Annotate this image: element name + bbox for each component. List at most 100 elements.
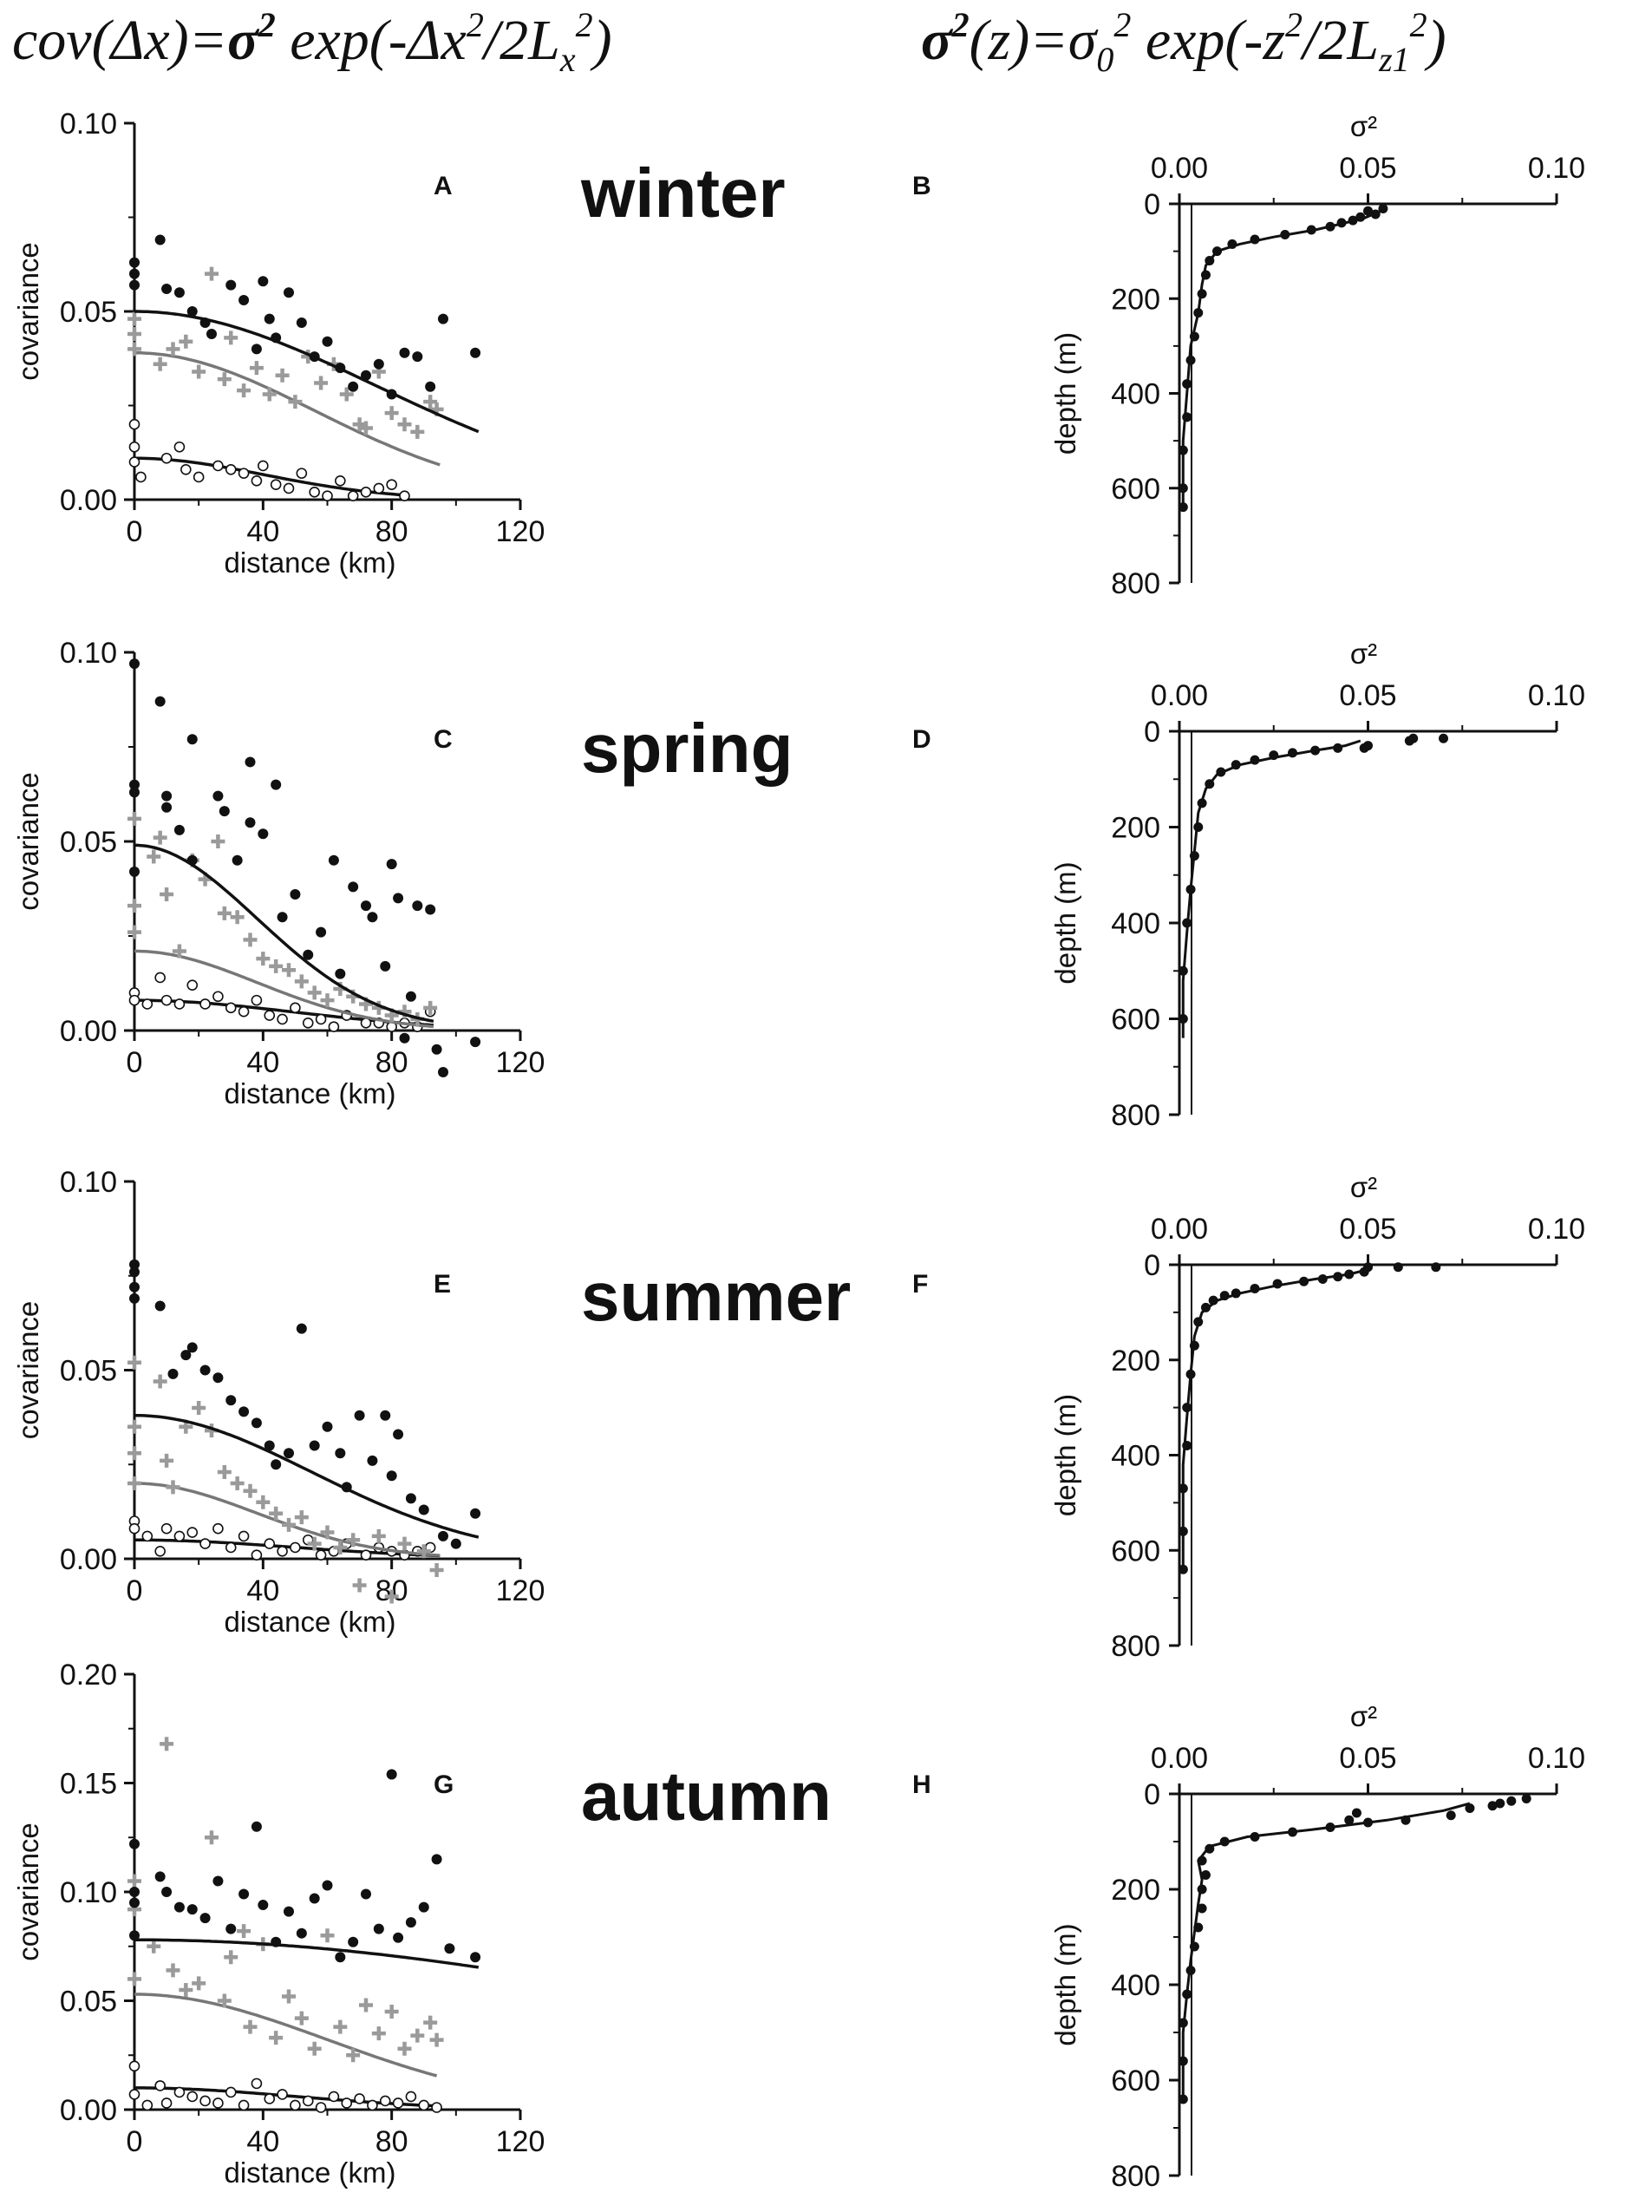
data-point <box>307 985 322 1000</box>
data-point <box>360 1017 372 1029</box>
data-point <box>1306 225 1316 235</box>
x-tick-label: 0 <box>127 1574 143 1607</box>
data-point <box>1521 1794 1531 1803</box>
fit-curve <box>134 1993 438 2078</box>
data-point <box>410 2028 425 2043</box>
y-axis-label: depth (m) <box>1049 1923 1081 2045</box>
data-point <box>251 344 262 355</box>
y-axis-label: covariance <box>12 242 44 381</box>
data-point <box>1212 246 1222 257</box>
data-point <box>405 1493 416 1504</box>
data-point <box>418 1901 429 1913</box>
data-point <box>128 2060 140 2072</box>
y-tick-label: 200 <box>1111 1345 1160 1378</box>
data-point <box>1310 745 1321 756</box>
data-point <box>438 1530 448 1541</box>
data-point <box>238 2099 250 2111</box>
data-point <box>315 1013 327 1025</box>
data-point <box>199 2095 211 2107</box>
data-point <box>1189 331 1199 342</box>
data-point <box>129 779 140 790</box>
x-tick-label: 0.10 <box>1528 152 1585 185</box>
season-label: winter <box>580 154 786 232</box>
x-axis-label: σ² <box>1350 1171 1377 1203</box>
y-tick-label: 0.10 <box>60 1876 117 1909</box>
data-point <box>309 487 320 498</box>
y-tick-label: 600 <box>1111 1004 1160 1037</box>
data-point <box>129 268 140 279</box>
y-tick-label: 600 <box>1111 2065 1160 2097</box>
data-point <box>1250 755 1260 765</box>
data-point <box>212 1875 224 1887</box>
data-point <box>277 2089 288 2100</box>
data-point <box>1185 884 1196 894</box>
data-point <box>335 1448 346 1459</box>
data-point <box>258 276 269 287</box>
data-point <box>264 1010 276 1021</box>
data-point <box>127 311 141 326</box>
data-point <box>1269 750 1279 761</box>
data-point <box>161 802 173 813</box>
data-point <box>1359 1266 1369 1277</box>
data-point <box>373 482 385 494</box>
data-point <box>1344 1269 1355 1279</box>
data-point <box>412 351 423 363</box>
x-tick-label: 0.10 <box>1528 1213 1585 1246</box>
data-point <box>438 313 448 324</box>
data-point <box>1182 379 1192 389</box>
data-point <box>245 817 256 828</box>
data-point <box>128 994 140 1006</box>
data-point <box>225 279 237 291</box>
data-point <box>373 358 384 370</box>
data-point <box>1216 767 1226 777</box>
data-point <box>161 283 173 294</box>
fit-curve <box>134 350 441 467</box>
data-point <box>322 490 333 501</box>
data-point <box>277 1013 288 1025</box>
y-tick-label: 0.10 <box>60 1166 117 1199</box>
x-axis-label: distance (km) <box>224 546 395 579</box>
y-tick-label: 400 <box>1111 1969 1160 2002</box>
x-axis-label: distance (km) <box>224 2156 395 2189</box>
data-point <box>288 395 303 409</box>
data-point <box>309 351 320 363</box>
data-point <box>160 1522 173 1535</box>
data-point <box>380 960 391 972</box>
data-point <box>147 849 161 864</box>
data-point <box>153 830 167 845</box>
data-point <box>251 2078 263 2090</box>
data-point <box>135 471 147 483</box>
data-point <box>1197 798 1207 808</box>
fit-curve <box>134 1413 480 1539</box>
y-axis-label: depth (m) <box>1049 861 1081 984</box>
profile-curve <box>1181 1268 1368 1570</box>
data-point <box>386 859 397 870</box>
data-point <box>212 991 224 1003</box>
data-point <box>1299 1276 1309 1286</box>
data-point <box>154 1871 166 1882</box>
data-point <box>361 1888 371 1900</box>
y-tick-label: 0.05 <box>60 296 117 329</box>
data-point <box>354 1410 365 1421</box>
data-point <box>294 1510 309 1525</box>
panel-label: C <box>434 725 453 754</box>
data-point <box>249 361 264 376</box>
fit-curve <box>134 1938 480 1969</box>
data-point <box>397 1536 412 1551</box>
data-point <box>264 2093 276 2104</box>
data-point <box>180 463 192 475</box>
fit-curve <box>134 843 434 1024</box>
data-point <box>1231 1288 1241 1299</box>
fit-curve <box>134 310 480 434</box>
data-point <box>1288 748 1297 758</box>
x-tick-label: 40 <box>246 1574 279 1607</box>
data-point <box>127 1355 141 1370</box>
data-point <box>1205 1843 1215 1854</box>
data-point <box>392 2097 404 2109</box>
data-point <box>129 1259 140 1270</box>
season-label: spring <box>581 710 793 787</box>
data-point <box>425 381 436 392</box>
x-tick-label: 120 <box>496 1046 545 1079</box>
data-point <box>1401 1815 1411 1825</box>
data-point <box>127 1446 141 1461</box>
